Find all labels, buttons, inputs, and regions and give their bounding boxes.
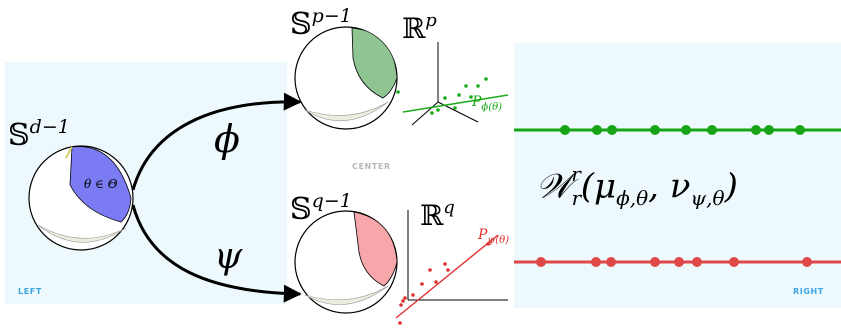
green-line-point	[751, 125, 761, 135]
rp-point	[484, 77, 488, 81]
rp-point	[430, 111, 434, 115]
rq-point	[428, 268, 432, 272]
red-line-point	[802, 257, 812, 267]
input-sphere-symbol: 𝕊d−1	[8, 116, 70, 153]
rp-point	[469, 95, 473, 99]
green-line-point	[764, 125, 774, 135]
phi-label: ϕ	[214, 117, 240, 161]
rp-point	[457, 93, 461, 97]
rq-point	[401, 299, 405, 303]
rp-point	[453, 106, 457, 110]
phi-arrow	[131, 92, 302, 191]
rq-point	[434, 280, 438, 284]
red-line-point	[536, 257, 546, 267]
rp-label: ℝp	[402, 10, 437, 45]
wasserstein-distance: 𝒲rr(μϕ,θ, νψ,θ)	[536, 162, 738, 211]
rp-point	[436, 108, 440, 112]
rq-point	[446, 268, 450, 272]
p-psi-label: Pψ(θ)	[477, 227, 509, 246]
red-line-point	[606, 257, 616, 267]
green-line-point	[592, 125, 602, 135]
input-sphere	[28, 145, 134, 251]
green-line-points	[560, 125, 805, 135]
red-line-point	[591, 257, 601, 267]
rq-point	[399, 303, 403, 307]
psi-arrow	[131, 204, 302, 303]
bottom-sphere	[294, 210, 398, 314]
rp-point	[396, 90, 400, 94]
rp-points	[396, 77, 488, 115]
rq-point	[420, 282, 424, 286]
rp-axes	[402, 42, 509, 126]
rp-point	[443, 96, 447, 100]
green-line-point	[560, 125, 570, 135]
red-line-point	[674, 257, 684, 267]
rq-axes	[395, 210, 508, 319]
green-line-point	[795, 125, 805, 135]
green-line-point	[681, 125, 691, 135]
rp-point	[476, 84, 480, 88]
left-label: LEFT	[18, 287, 42, 296]
center-label: CENTER	[352, 162, 391, 171]
red-line-point	[729, 257, 739, 267]
theta-region	[69, 146, 132, 223]
green-line-point	[650, 125, 660, 135]
red-line-points	[536, 257, 812, 267]
green-line-point	[707, 125, 717, 135]
rp-point	[464, 84, 468, 88]
rq-points	[398, 242, 490, 325]
p-phi-label: Pϕ(θ)	[471, 94, 502, 113]
rq-point	[403, 296, 407, 300]
rq-point	[411, 293, 415, 297]
red-line-point	[650, 257, 660, 267]
green-line-point	[607, 125, 617, 135]
right-label: RIGHT	[793, 287, 824, 296]
bottom-sphere-symbol: 𝕊q−1	[290, 190, 352, 227]
rq-point	[443, 262, 447, 266]
red-line-point	[692, 257, 702, 267]
top-sphere	[294, 26, 398, 130]
rq-label: ℝq	[420, 197, 455, 232]
rq-point	[486, 242, 490, 246]
psi-label: ψ	[214, 236, 243, 277]
theta-label: θ ∈ Θ	[84, 177, 118, 191]
top-sphere-symbol: 𝕊p−1	[290, 5, 352, 42]
rq-point	[398, 321, 402, 325]
